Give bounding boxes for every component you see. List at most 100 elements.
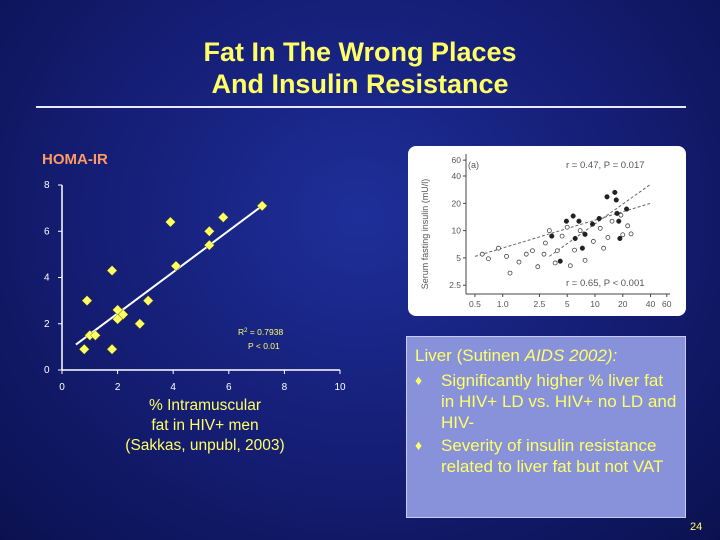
data-point (142, 295, 154, 306)
figure-x-tick-label: 10 (590, 299, 600, 309)
data-point (106, 265, 118, 276)
list-item-text: Severity of insulin resistance related t… (441, 436, 664, 476)
page-number: 24 (690, 521, 703, 533)
x-tick-label: 8 (282, 382, 288, 393)
open-data-point (535, 264, 541, 270)
slide-title-line-1: Fat In The Wrong Places (203, 37, 517, 67)
figure-x-tick-label: 1.0 (497, 299, 509, 309)
open-data-point (523, 251, 529, 257)
open-data-point (504, 253, 509, 259)
open-data-point (496, 245, 501, 251)
x-tick-label: 0 (59, 382, 65, 393)
diamond-bullet-icon: ♦ (415, 372, 423, 388)
data-point (217, 212, 229, 223)
figure-x-tick-label: 5 (565, 299, 570, 309)
title-divider (36, 106, 686, 108)
list-item-text: Significantly higher % liver fat in HIV+… (441, 371, 677, 432)
x-axis-caption-line-1: % Intramuscular (149, 397, 261, 414)
figure-data-points (479, 189, 634, 276)
filled-data-point (613, 197, 619, 203)
data-point (134, 318, 146, 330)
panel-label: (a) (468, 160, 479, 170)
data-point (90, 329, 101, 341)
data-point (81, 295, 93, 306)
figure-axes (463, 154, 670, 297)
open-data-point (516, 259, 522, 265)
open-data-point (628, 231, 634, 237)
open-data-point (625, 223, 631, 229)
open-data-point (552, 260, 558, 266)
data-point (203, 239, 215, 251)
filled-data-point (604, 194, 610, 200)
y-axis-title: HOMA-IR (42, 151, 108, 168)
liver-box-title-text: Liver (Sutinen (415, 346, 525, 365)
open-data-point (486, 256, 491, 262)
x-tick-label: 10 (334, 382, 346, 393)
figure-y-tick-label: 60 (452, 155, 462, 165)
open-data-point (605, 235, 611, 240)
figure-x-tick-label: 0.5 (469, 299, 481, 309)
open-data-point (564, 224, 570, 230)
open-data-point (601, 245, 607, 251)
open-data-point (507, 270, 513, 276)
filled-data-point (589, 221, 596, 227)
data-points (78, 200, 268, 355)
x-axis-caption-line-3: (Sakkas, unpubl, 2003) (125, 437, 285, 454)
open-data-point (597, 225, 603, 231)
slide-title: Fat In The Wrong Places And Insulin Resi… (0, 36, 720, 100)
top-correlation-annotation: r = 0.47, P = 0.017 (566, 160, 645, 171)
filled-data-point (614, 210, 620, 216)
figure-trendlines (474, 183, 651, 257)
r-squared-annotation: R2 = 0.7938 (238, 327, 283, 337)
insulin-scatter-chart: 60 40 20 10 5 2.5 0.5 1.0 2.5 5 10 20 40 60 (a) r = 0… (420, 154, 672, 309)
data-point (170, 260, 182, 272)
open-data-point (577, 228, 583, 234)
filled-data-point (612, 189, 618, 195)
slide-title-line-2: And Insulin Resistance (211, 69, 509, 99)
filled-data-point (576, 218, 582, 224)
open-data-point (559, 233, 565, 239)
open-data-point (572, 247, 577, 253)
figure-x-tick-label: 2.5 (534, 299, 546, 309)
figure-trendline (474, 202, 651, 257)
x-axis-caption-line-2: fat in HIV+ men (151, 417, 259, 434)
open-data-point (609, 218, 615, 224)
chart-axes (58, 184, 341, 374)
filled-data-point (617, 235, 623, 241)
figure-y-tick-label: 2.5 (449, 280, 461, 290)
data-point (117, 309, 129, 320)
filled-data-point (582, 231, 588, 237)
x-tick-label: 4 (170, 382, 176, 393)
open-data-point (620, 232, 626, 238)
p-value-annotation: P < 0.01 (248, 341, 280, 351)
y-tick-label: 8 (44, 180, 50, 191)
filled-data-point (616, 218, 622, 224)
list-item: ♦ Severity of insulin resistance related… (415, 435, 679, 477)
chart-tick-labels: 0 2 4 6 8 0 2 4 6 8 10 (44, 180, 346, 393)
liver-fat-figure: 60 40 20 10 5 2.5 0.5 1.0 2.5 5 10 20 40 60 (a) r = 0… (408, 146, 686, 316)
liver-box-title: Liver (Sutinen AIDS 2002): (415, 345, 679, 366)
filled-data-point (570, 213, 576, 219)
open-data-point (479, 251, 485, 257)
figure-y-tick-label: 20 (452, 198, 462, 208)
y-tick-label: 4 (44, 273, 50, 284)
y-tick-label: 2 (44, 319, 50, 330)
data-point (165, 216, 176, 228)
open-data-point (590, 239, 596, 244)
figure-y-tick-label: 5 (456, 253, 461, 263)
list-item: ♦ Significantly higher % liver fat in HI… (415, 370, 679, 433)
data-point (106, 343, 118, 355)
figure-y-tick-label: 40 (452, 171, 462, 181)
data-point (78, 343, 90, 355)
liver-findings-box: Liver (Sutinen AIDS 2002): ♦ Significant… (406, 336, 686, 518)
filled-data-point (579, 245, 585, 251)
open-data-point (554, 248, 560, 254)
figure-y-axis-title: Serum fasting insulin (mU/l) (420, 179, 430, 290)
open-data-point (541, 251, 547, 257)
filled-data-point (624, 206, 630, 212)
figure-x-tick-label: 60 (662, 299, 672, 309)
open-data-point (582, 257, 588, 263)
figure-x-tick-label: 20 (618, 299, 628, 309)
open-data-point (542, 240, 548, 246)
